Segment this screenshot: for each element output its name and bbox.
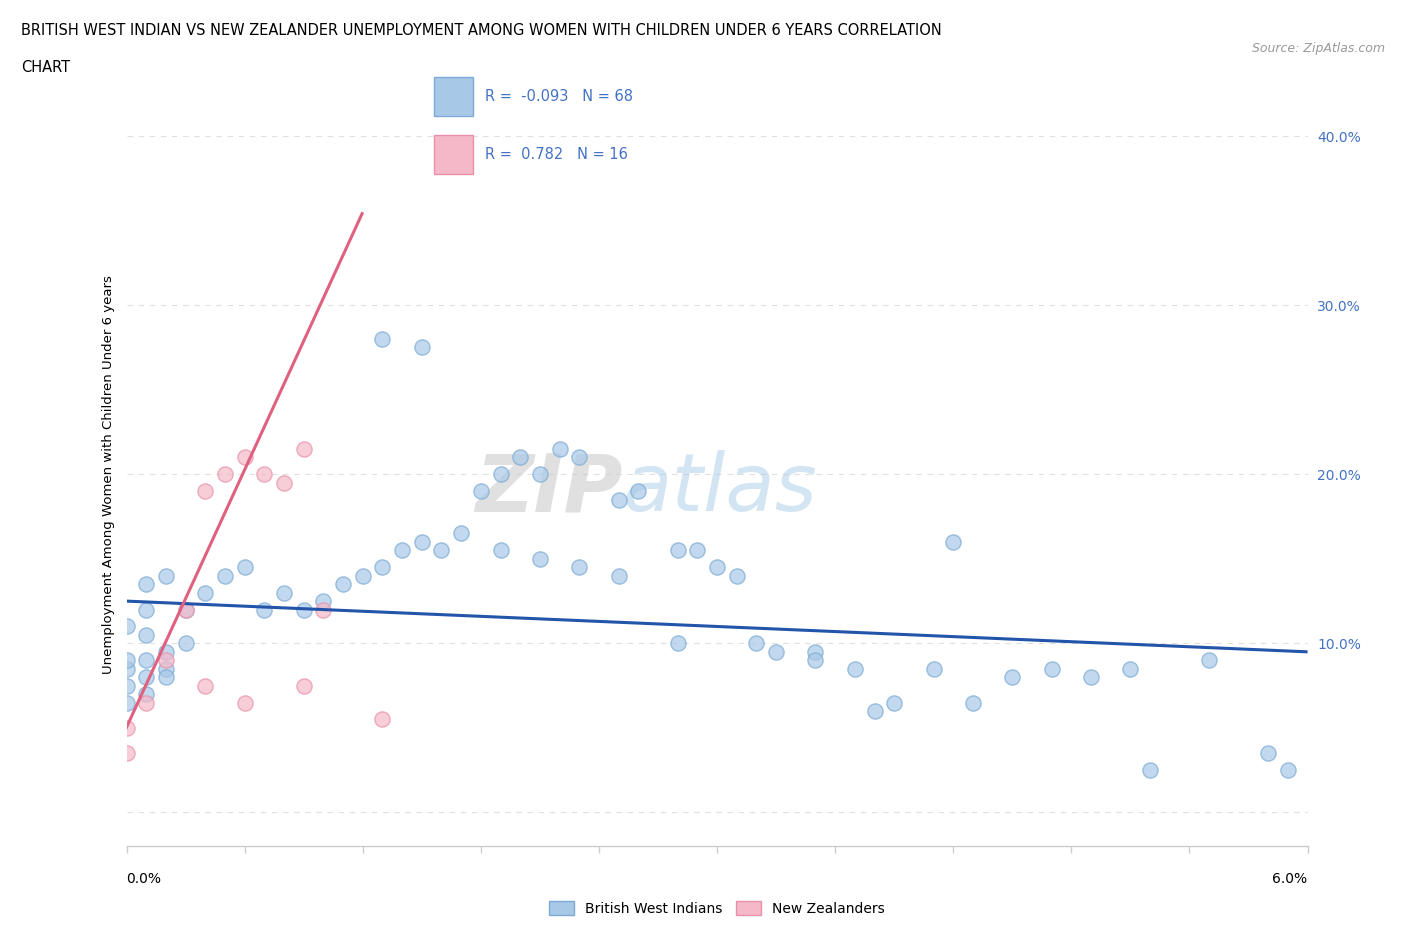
Point: [1080, 670, 1102, 684]
Point: [253, 467, 276, 482]
Text: 6.0%: 6.0%: [1272, 871, 1308, 885]
Point: [135, 695, 157, 710]
Bar: [433, 135, 472, 174]
Point: [292, 442, 315, 457]
Point: [548, 442, 571, 457]
Point: [1001, 670, 1024, 684]
Point: [155, 661, 177, 676]
Point: [352, 568, 374, 583]
Point: [155, 644, 177, 659]
Point: [863, 704, 886, 719]
Point: [883, 695, 905, 710]
Point: [745, 636, 768, 651]
Point: [253, 602, 276, 617]
Text: CHART: CHART: [21, 60, 70, 75]
Point: [844, 661, 866, 676]
Point: [450, 526, 472, 541]
Point: [666, 636, 689, 651]
Point: [233, 695, 256, 710]
Point: [135, 670, 157, 684]
Point: [1040, 661, 1063, 676]
Point: [725, 568, 748, 583]
Point: [135, 602, 157, 617]
Point: [568, 560, 591, 575]
Point: [1139, 763, 1161, 777]
Point: [155, 653, 177, 668]
Text: Source: ZipAtlas.com: Source: ZipAtlas.com: [1251, 42, 1385, 55]
Bar: [433, 77, 472, 116]
Point: [135, 628, 157, 643]
Point: [765, 644, 787, 659]
Point: [391, 543, 413, 558]
Point: [312, 593, 335, 608]
Point: [942, 535, 965, 550]
Point: [135, 577, 157, 591]
Text: atlas: atlas: [623, 450, 817, 528]
Point: [233, 450, 256, 465]
Point: [371, 712, 394, 727]
Text: BRITISH WEST INDIAN VS NEW ZEALANDER UNEMPLOYMENT AMONG WOMEN WITH CHILDREN UNDE: BRITISH WEST INDIAN VS NEW ZEALANDER UNE…: [21, 23, 942, 38]
Point: [174, 636, 197, 651]
Point: [194, 678, 217, 693]
Text: 0.0%: 0.0%: [127, 871, 162, 885]
Point: [627, 484, 650, 498]
Text: ZIP: ZIP: [475, 450, 623, 528]
Point: [1257, 746, 1279, 761]
Point: [115, 653, 138, 668]
Point: [607, 568, 630, 583]
Point: [666, 543, 689, 558]
Point: [1277, 763, 1299, 777]
Text: R =  0.782   N = 16: R = 0.782 N = 16: [485, 147, 627, 162]
Point: [194, 484, 217, 498]
Point: [194, 585, 217, 600]
Point: [115, 746, 138, 761]
Point: [1119, 661, 1142, 676]
Point: [273, 585, 295, 600]
Point: [135, 653, 157, 668]
Point: [233, 560, 256, 575]
Point: [686, 543, 709, 558]
Point: [804, 644, 827, 659]
Point: [292, 602, 315, 617]
Point: [509, 450, 531, 465]
Point: [430, 543, 453, 558]
Point: [804, 653, 827, 668]
Point: [174, 602, 197, 617]
Point: [115, 678, 138, 693]
Point: [371, 332, 394, 347]
Point: [529, 467, 551, 482]
Point: [607, 492, 630, 507]
Point: [135, 686, 157, 701]
Point: [371, 560, 394, 575]
Point: [568, 450, 591, 465]
Point: [155, 568, 177, 583]
Point: [115, 619, 138, 634]
Point: [155, 670, 177, 684]
Point: [922, 661, 945, 676]
Point: [962, 695, 984, 710]
Point: [489, 543, 512, 558]
Point: [411, 535, 433, 550]
Point: [706, 560, 728, 575]
Point: [312, 602, 335, 617]
Text: R =  -0.093   N = 68: R = -0.093 N = 68: [485, 89, 633, 104]
Point: [332, 577, 354, 591]
Point: [292, 678, 315, 693]
Y-axis label: Unemployment Among Women with Children Under 6 years: Unemployment Among Women with Children U…: [103, 275, 115, 673]
Point: [273, 475, 295, 490]
Point: [214, 568, 236, 583]
Point: [115, 721, 138, 736]
Point: [115, 695, 138, 710]
Point: [489, 467, 512, 482]
Point: [470, 484, 492, 498]
Point: [411, 340, 433, 355]
Point: [115, 661, 138, 676]
Legend: British West Indians, New Zealanders: British West Indians, New Zealanders: [543, 896, 891, 922]
Point: [1198, 653, 1220, 668]
Point: [174, 602, 197, 617]
Point: [529, 551, 551, 566]
Point: [214, 467, 236, 482]
